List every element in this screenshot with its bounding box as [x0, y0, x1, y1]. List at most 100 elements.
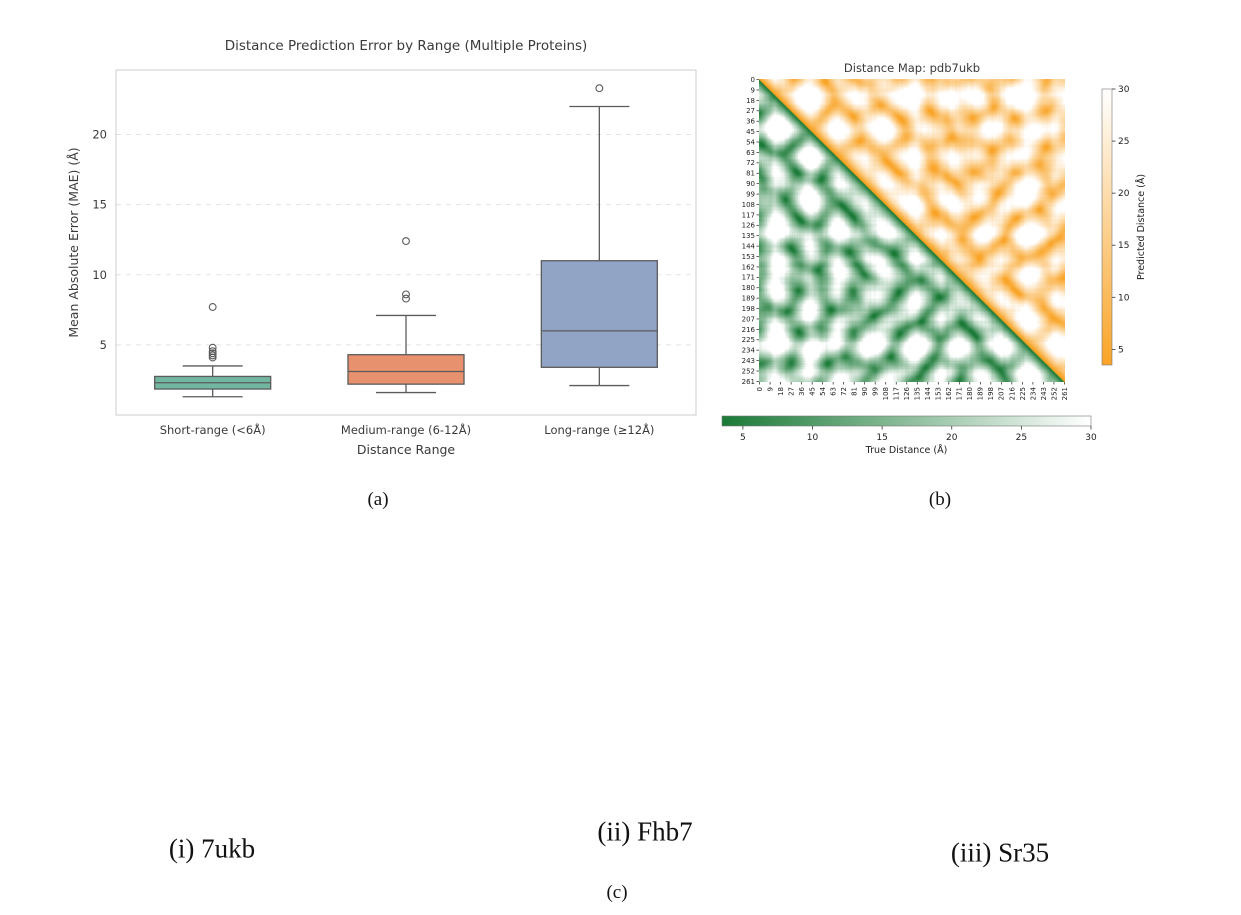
- svg-text:20: 20: [1118, 189, 1130, 199]
- helix-tan: [199, 710, 246, 745]
- distance-map-x-ticks: 0 9 18 27 36 45 54 63 72 81 90 99 108 117 126 135 144 153…: [756, 382, 1069, 400]
- loop-tan: [162, 569, 312, 733]
- helix-cyan: [996, 665, 1056, 678]
- svg-text:27: 27: [788, 387, 796, 396]
- svg-text:54: 54: [819, 386, 827, 395]
- caption-c: (c): [606, 882, 628, 903]
- helix-tan: [893, 631, 944, 645]
- svg-text:10: 10: [1118, 293, 1130, 303]
- svg-text:10: 10: [807, 433, 819, 443]
- svg-text:216: 216: [742, 326, 756, 334]
- loop-tan: [827, 601, 1097, 792]
- helix-tan: [312, 678, 363, 700]
- distance-map-y-ticks: 0 9 18 27 36 45 54 63 72 81 90 99 108 117 126 135 144 153…: [742, 76, 759, 386]
- helix-cyan: [585, 600, 621, 634]
- svg-text:0: 0: [756, 387, 764, 391]
- svg-text:45: 45: [746, 128, 755, 136]
- svg-text:20: 20: [92, 128, 107, 142]
- svg-text:15: 15: [1118, 241, 1129, 251]
- boxplot-y-axis: 5 10 15 20: [92, 128, 107, 352]
- helix-cyan: [208, 601, 253, 654]
- helix-tan: [891, 699, 928, 756]
- predicted-distance-colorbar: 5 10 15 20 25 30 Predicted Distance (Å): [1101, 85, 1147, 366]
- svg-text:189: 189: [977, 387, 985, 400]
- svg-text:5: 5: [100, 338, 107, 352]
- boxplot-xlabel: Distance Range: [357, 442, 456, 457]
- svg-text:0: 0: [751, 76, 755, 84]
- svg-text:63: 63: [830, 387, 838, 396]
- svg-text:261: 261: [1061, 387, 1069, 400]
- svg-text:225: 225: [1019, 387, 1027, 400]
- svg-text:135: 135: [914, 387, 922, 400]
- tangle-cyan: [509, 603, 723, 731]
- svg-text:30: 30: [1118, 85, 1130, 95]
- tangle-cyan: [858, 595, 1053, 774]
- tangle-tan-shade: [194, 584, 346, 737]
- svg-text:54: 54: [746, 138, 755, 146]
- svg-text:126: 126: [742, 222, 756, 230]
- helix-tan: [990, 610, 1021, 626]
- svg-text:5: 5: [1118, 345, 1124, 355]
- svg-text:144: 144: [742, 243, 756, 251]
- helix-tan: [1060, 631, 1098, 662]
- svg-text:117: 117: [742, 211, 755, 219]
- svg-text:108: 108: [882, 387, 890, 400]
- helix-tan: [614, 640, 655, 695]
- svg-text:207: 207: [742, 315, 755, 323]
- svg-text:63: 63: [746, 149, 755, 157]
- true-distance-label: True Distance (Å): [865, 444, 948, 456]
- tangle-tan-shade: [502, 632, 721, 750]
- svg-text:198: 198: [742, 305, 755, 313]
- helix-cyan: [195, 698, 236, 717]
- svg-text:180: 180: [966, 387, 974, 400]
- helix-tan: [272, 645, 343, 668]
- helix-tan: [1014, 622, 1075, 645]
- svg-text:Long-range (≥12Å): Long-range (≥12Å): [544, 422, 654, 437]
- protein-figure-7ukb: [128, 533, 418, 818]
- helix-tan: [1066, 716, 1089, 767]
- helix-cyan: [896, 738, 942, 790]
- boxplot-ylabel: Mean Absolute Error (MAE) (Å): [66, 147, 81, 337]
- svg-text:15: 15: [92, 198, 107, 212]
- tangle-tan: [841, 582, 1106, 767]
- loop-cyan-dark: [804, 573, 1137, 792]
- svg-text:72: 72: [840, 387, 848, 396]
- helix-tan: [646, 561, 698, 608]
- helix-tan: [552, 627, 602, 637]
- helix-tan: [249, 615, 310, 635]
- caption-fhb7: (ii) Fhb7: [597, 816, 693, 847]
- svg-text:234: 234: [1029, 386, 1037, 400]
- svg-text:243: 243: [1040, 387, 1048, 400]
- svg-text:27: 27: [746, 107, 755, 115]
- svg-text:225: 225: [742, 336, 755, 344]
- helix-tan: [512, 661, 543, 675]
- helix-tan: [849, 665, 866, 706]
- boxplot-title: Distance Prediction Error by Range (Mult…: [225, 38, 588, 54]
- tangle-cyan: [174, 591, 381, 754]
- svg-text:153: 153: [935, 387, 943, 400]
- svg-text:234: 234: [742, 347, 756, 355]
- svg-text:9: 9: [751, 86, 755, 94]
- svg-text:90: 90: [746, 180, 755, 188]
- svg-text:108: 108: [742, 201, 755, 209]
- loop-cyan: [793, 580, 1141, 816]
- protein-ribbon-fhb7: [412, 548, 792, 820]
- helix-cyan: [1052, 729, 1082, 767]
- svg-text:162: 162: [742, 263, 755, 271]
- svg-text:261: 261: [742, 378, 755, 386]
- helix-cyan: [652, 617, 668, 648]
- protein-ribbon-7ukb: [128, 533, 418, 818]
- helix-tan: [565, 686, 616, 701]
- svg-text:15: 15: [876, 433, 887, 443]
- svg-text:99: 99: [746, 190, 755, 198]
- svg-text:90: 90: [861, 387, 869, 396]
- protein-ribbon-sr35: [793, 548, 1241, 828]
- boxplot-chart: 5 10 15 20 Mean Absolute Error (MAE) (Å) Dist…: [66, 38, 697, 457]
- predicted-distance-label: Predicted Distance (Å): [1135, 174, 1147, 280]
- svg-text:81: 81: [851, 387, 859, 396]
- distance-map-title: Distance Map: pdb7ukb: [844, 61, 980, 75]
- svg-text:20: 20: [946, 433, 958, 443]
- svg-text:Medium-range (6-12Å): Medium-range (6-12Å): [341, 422, 471, 437]
- helix-cyan: [913, 732, 973, 758]
